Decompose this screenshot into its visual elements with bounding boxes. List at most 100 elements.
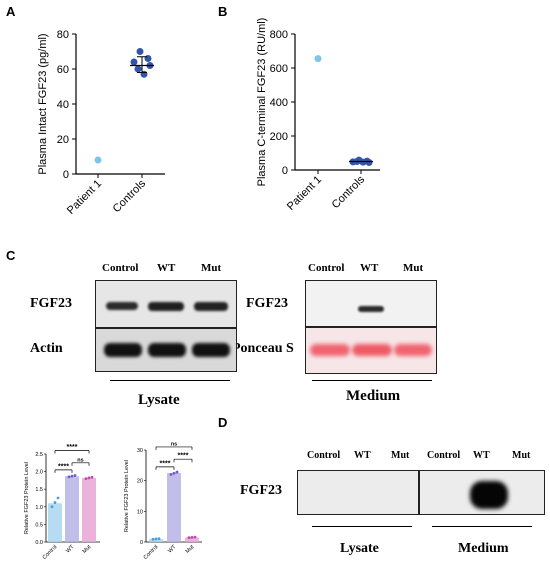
chart-b-ytick-label: 200: [270, 131, 288, 143]
chart-c1-bar-point: [67, 475, 71, 479]
chart-c1-ytick-label: 0.0: [35, 540, 43, 546]
chart-c1-bar-point: [53, 501, 57, 504]
chart-b-ytick-label: 600: [270, 63, 288, 75]
chart-c2-bar-point: [190, 536, 194, 539]
chart-a-intact-fgf23: 0 20 40 60 80 Plasma Intact FGF23 (pg/ml) Pati…: [37, 29, 165, 217]
chart-c1-xtick-label: Control: [42, 544, 59, 561]
band-actin-control: [104, 343, 142, 357]
blot-actin: [95, 328, 237, 372]
chart-a-ytick-label: 0: [63, 169, 69, 181]
chart-c1-bar-point: [84, 477, 88, 481]
chart-c1-bar-point: [56, 496, 60, 500]
d-col-control-2: Control: [427, 450, 461, 461]
d-col-mut-2: Mut: [512, 450, 531, 461]
chart-c2-bar-point: [193, 535, 197, 539]
chart-c1-bar-point: [70, 474, 74, 478]
medium-col-mut: Mut: [403, 262, 424, 274]
chart-c1-ytick-label: 1.5: [35, 487, 43, 493]
chart-c1-bar-point: [87, 476, 91, 480]
chart-b-ylabel: Plasma C-terminal FGF23 (RU/ml): [256, 18, 268, 187]
blot-medium-fgf23: [305, 280, 437, 327]
lysate-col-control: Control: [102, 262, 139, 274]
medium-col-wt: WT: [360, 262, 379, 274]
d-medium-underline: [432, 526, 532, 527]
chart-c1-ytick-label: 0.5: [35, 522, 43, 528]
panel-label-c: C: [6, 248, 16, 263]
chart-b-ytick-label: 800: [270, 29, 288, 41]
chart-a-xtick-label: Patient 1: [65, 178, 104, 217]
chart-a-control-point: [144, 55, 152, 62]
chart-a-control-point: [130, 58, 138, 66]
chart-c1-ytick-label: 1.0: [35, 505, 43, 511]
chart-c1-bar-point: [90, 475, 94, 479]
blot-d-divider: [418, 471, 420, 514]
chart-c2-xtick-label: WT: [167, 544, 178, 555]
chart-a-ytick-label: 20: [57, 134, 69, 146]
chart-c-lysate-quant: 0.0 0.5 1.0 1.5 2.0 2.5 Relative FGF23 Protein…: [24, 444, 100, 561]
chart-c2-bar-point: [175, 470, 179, 474]
medium-underline: [312, 380, 432, 381]
medium-col-control: Control: [308, 262, 345, 274]
chart-c1-sig-label: ns: [77, 457, 83, 463]
chart-c1-sig-label: ****: [67, 444, 78, 451]
band-lysate-mut: [194, 302, 228, 311]
chart-c2-ytick-label: 20: [137, 479, 143, 485]
band-ponceau-wt: [352, 344, 392, 356]
chart-c1-ytick-label: 2.5: [35, 452, 43, 458]
chart-a-control-point: [134, 65, 142, 73]
band-ponceau-mut: [394, 344, 432, 356]
blot-d-fgf23: [297, 470, 545, 515]
d-col-mut-1: Mut: [391, 450, 410, 461]
row-label-fgf23-medium: FGF23: [246, 296, 288, 311]
chart-c2-ytick-label: 30: [137, 448, 143, 454]
chart-c2-bar: [167, 473, 181, 542]
chart-c1-bar-point: [73, 474, 77, 477]
chart-c2-bar: [185, 537, 199, 542]
chart-c2-bar-point: [151, 537, 155, 541]
chart-c2-bar-point: [187, 536, 191, 540]
chart-b-xtick-label: Controls: [330, 173, 368, 211]
chart-b-ytick-label: 0: [282, 165, 288, 177]
band-medium-wt: [358, 306, 384, 312]
panel-label-b: B: [218, 4, 228, 19]
medium-label-d: Medium: [458, 541, 509, 556]
chart-a-ylabel: Plasma Intact FGF23 (pg/ml): [37, 33, 49, 174]
chart-c1-bar: [82, 477, 96, 542]
chart-c2-bar-point: [157, 537, 161, 541]
band-lysate-control: [106, 302, 138, 310]
chart-c2-sig-label: ****: [178, 453, 189, 460]
chart-c2-ylabel: Relative FGF23 Protein Level: [124, 460, 130, 532]
d-col-wt-2: WT: [473, 450, 490, 461]
lysate-col-mut: Mut: [201, 262, 222, 274]
panel-label-d: D: [218, 415, 228, 430]
row-label-ponceau: Ponceau S: [232, 341, 294, 356]
chart-c1-ytick-label: 2.0: [35, 470, 43, 476]
chart-c2-xtick-label: Control: [143, 544, 160, 561]
blot-lysate-fgf23: [95, 280, 237, 328]
band-actin-wt: [148, 343, 186, 357]
lysate-label-c: Lysate: [138, 392, 180, 408]
lysate-underline: [110, 380, 230, 381]
chart-b-xtick-label: Patient 1: [285, 174, 324, 213]
band-d-medium-wt: [470, 481, 508, 509]
chart-c2-sig-label: ns: [171, 441, 177, 447]
chart-c1-xtick-label: Mut: [82, 544, 93, 555]
chart-a-control-point: [136, 48, 144, 55]
chart-c1-xtick-label: WT: [65, 544, 76, 555]
chart-c2-ytick-label: 10: [137, 509, 143, 515]
chart-a-xtick-label: Controls: [111, 177, 149, 215]
chart-c1-ylabel: Relative FGF23 Protein Level: [24, 462, 30, 534]
chart-c1-sig-label: ****: [58, 463, 69, 470]
chart-a-patient-point: [94, 156, 102, 164]
lysate-col-wt: WT: [157, 262, 176, 274]
panel-label-a: A: [6, 4, 16, 19]
band-actin-mut: [192, 343, 230, 357]
chart-c2-sig-label: ****: [160, 460, 171, 467]
band-ponceau-control: [310, 344, 350, 356]
blot-ponceau: [305, 327, 437, 374]
chart-c1-bar-point: [50, 505, 54, 509]
d-lysate-underline: [312, 526, 412, 527]
row-label-fgf23-lysate: FGF23: [30, 296, 72, 311]
chart-a-ytick-label: 60: [57, 64, 69, 76]
